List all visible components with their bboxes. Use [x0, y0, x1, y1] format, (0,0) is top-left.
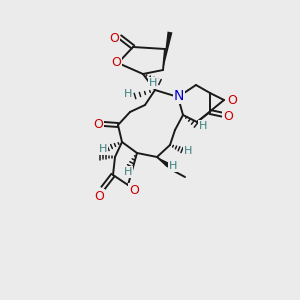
- Text: O: O: [129, 184, 139, 196]
- Text: O: O: [94, 190, 104, 202]
- Text: O: O: [93, 118, 103, 130]
- Text: N: N: [174, 89, 184, 103]
- Text: H: H: [169, 161, 177, 171]
- Text: H: H: [199, 121, 207, 131]
- Text: O: O: [227, 94, 237, 106]
- Text: H: H: [99, 144, 107, 154]
- Text: O: O: [109, 32, 119, 44]
- Text: H: H: [184, 146, 192, 156]
- Polygon shape: [157, 157, 169, 167]
- Polygon shape: [163, 32, 172, 70]
- Text: O: O: [111, 56, 121, 68]
- Text: H: H: [149, 78, 157, 88]
- Text: H: H: [124, 89, 132, 99]
- Text: O: O: [223, 110, 233, 122]
- Text: H: H: [124, 167, 132, 177]
